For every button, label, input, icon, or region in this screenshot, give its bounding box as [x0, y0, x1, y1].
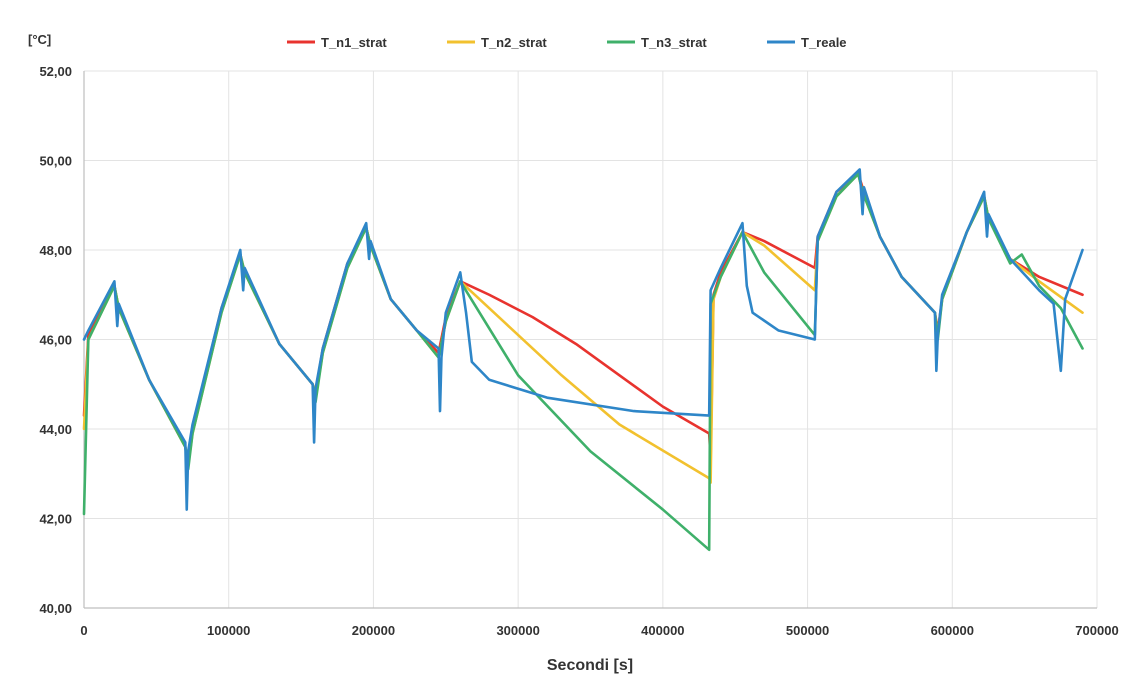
x-tick-label: 0 — [80, 623, 87, 638]
y-tick-label: 44,00 — [39, 422, 72, 437]
tick-labels: 40,00 42,00 44,00 46,00 48,00 50,00 52,00 0 1000… — [39, 64, 1118, 638]
legend-item-t-n3-strat: T_n3_strat — [607, 35, 707, 50]
y-tick-label: 46,00 — [39, 333, 72, 348]
x-tick-label: 200000 — [352, 623, 395, 638]
y-tick-label: 40,00 — [39, 601, 72, 616]
x-tick-label: 300000 — [496, 623, 539, 638]
gridlines — [84, 70, 1098, 608]
legend-item-t-reale: T_reale — [767, 35, 847, 50]
y-tick-label: 48,00 — [39, 243, 72, 258]
legend-item-t-n2-strat: T_n2_strat — [447, 35, 547, 50]
series-lines — [82, 168, 1084, 552]
legend: T_n1_strat T_n2_strat T_n3_strat T_reale — [287, 35, 847, 50]
x-axis-title: Secondi [s] — [547, 657, 633, 674]
legend-label: T_reale — [801, 35, 847, 50]
y-axis-title: [°C] — [28, 32, 51, 47]
legend-label: T_n2_strat — [481, 35, 547, 50]
x-tick-label: 700000 — [1075, 623, 1118, 638]
legend-label: T_n1_strat — [321, 35, 387, 50]
y-tick-label: 42,00 — [39, 512, 72, 527]
y-tick-label: 50,00 — [39, 154, 72, 169]
x-tick-label: 400000 — [641, 623, 684, 638]
x-tick-label: 500000 — [786, 623, 829, 638]
legend-item-t-n1-strat: T_n1_strat — [287, 35, 387, 50]
x-tick-label: 100000 — [207, 623, 250, 638]
series-line-t-reale — [82, 168, 1084, 511]
x-tick-label: 600000 — [931, 623, 974, 638]
legend-label: T_n3_strat — [641, 35, 707, 50]
y-tick-label: 52,00 — [39, 64, 72, 79]
